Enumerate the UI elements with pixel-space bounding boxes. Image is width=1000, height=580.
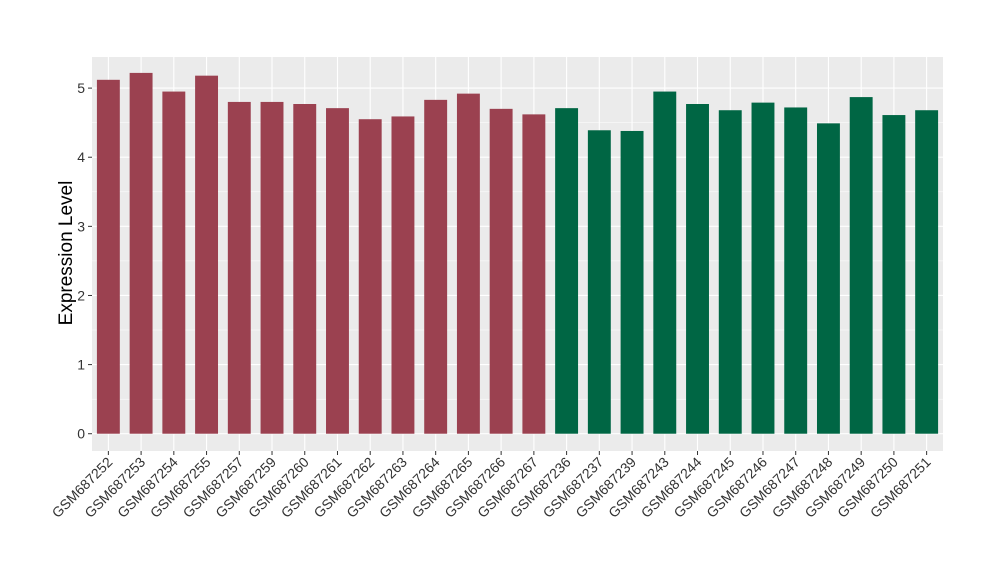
bar-GSM687236 — [555, 108, 579, 434]
y-tick-label: 3 — [77, 218, 85, 234]
y-axis-title: Expression Level — [56, 181, 77, 326]
bar-GSM687253 — [129, 72, 153, 434]
bar-GSM687267 — [522, 114, 546, 434]
y-tick-label: 5 — [77, 80, 85, 96]
bar-GSM687252 — [96, 79, 120, 434]
y-tick-label: 0 — [77, 426, 85, 442]
bar-GSM687244 — [686, 104, 709, 434]
bar-GSM687243 — [653, 91, 677, 434]
bar-GSM687255 — [195, 75, 219, 434]
bar-GSM687248 — [816, 123, 840, 434]
bar-GSM687249 — [849, 97, 873, 434]
panel-background — [92, 57, 943, 451]
y-axis: 0 1 2 3 4 5 — [77, 80, 92, 442]
bar-GSM687257 — [227, 101, 251, 434]
bar-GSM687259 — [260, 101, 284, 434]
bar-GSM687264 — [424, 99, 448, 434]
bars — [96, 72, 939, 434]
bar-GSM687262 — [358, 119, 382, 434]
bar-GSM687254 — [162, 91, 186, 434]
bar-GSM687250 — [882, 115, 906, 434]
bar-GSM687266 — [489, 108, 513, 434]
bar-GSM687245 — [718, 110, 742, 434]
bar-GSM687237 — [587, 130, 611, 434]
y-tick-label: 4 — [77, 149, 85, 165]
y-tick-label: 1 — [77, 357, 85, 373]
x-axis: GSM687252GSM687253GSM687254GSM687255GSM6… — [49, 451, 934, 521]
bar-GSM687251 — [915, 110, 939, 434]
plot-panel — [92, 57, 943, 451]
bar-GSM687260 — [293, 104, 317, 434]
bar-GSM687246 — [751, 102, 775, 434]
bar-GSM687263 — [391, 116, 415, 434]
y-tick-label: 2 — [77, 287, 85, 303]
bar-GSM687265 — [456, 93, 480, 434]
bar-GSM687239 — [620, 130, 644, 434]
bar-GSM687247 — [784, 107, 808, 434]
bar-GSM687261 — [326, 108, 349, 434]
